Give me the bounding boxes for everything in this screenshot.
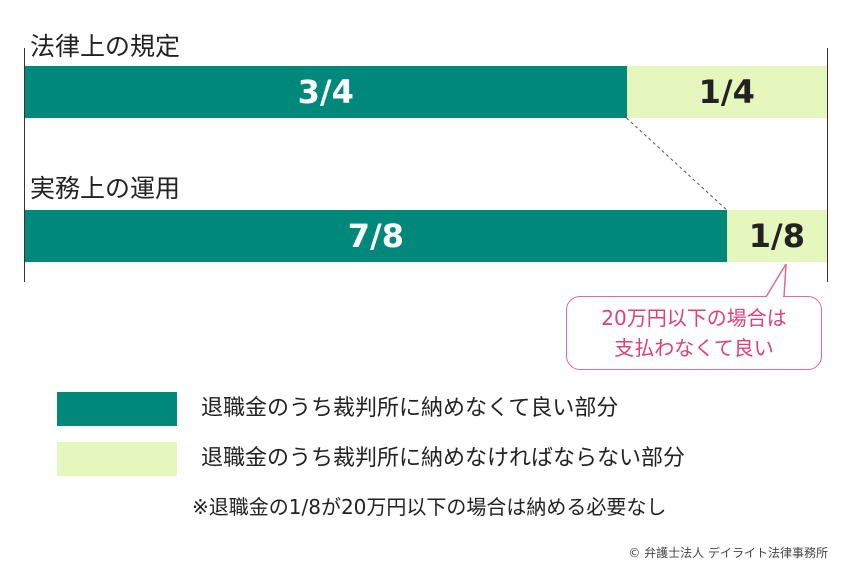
row-label-practice: 実務上の運用 [30, 174, 181, 203]
legend-swatch-light-green [57, 442, 177, 476]
bar-legal-required: 1/4 [626, 66, 827, 118]
bar-practice-required: 1/8 [726, 210, 827, 262]
callout-tail-cover [767, 296, 783, 300]
callout-tail [765, 263, 787, 298]
legend: 退職金のうち裁判所に納めなくて良い部分 退職金のうち裁判所に納めなければならない… [57, 392, 685, 476]
bar-label: 3/4 [297, 73, 354, 111]
bar-label: 1/4 [698, 73, 755, 111]
bar-label: 1/8 [748, 217, 805, 255]
bar-legal-not-required: 3/4 [25, 66, 627, 118]
axis-left-line [24, 48, 25, 282]
dashed-connector-line [626, 117, 728, 211]
footnote: ※退職金の1/8が20万円以下の場合は納める必要なし [192, 495, 667, 519]
callout-line-1: 20万円以下の場合は [601, 306, 787, 330]
copyright-credit: © 弁護士法人 デイライト法律事務所 [628, 546, 828, 560]
bar-label: 7/8 [347, 217, 404, 255]
axis-right-line [827, 48, 828, 282]
legend-item-not-required: 退職金のうち裁判所に納めなくて良い部分 [57, 392, 685, 426]
bar-practice-not-required: 7/8 [25, 210, 727, 262]
legend-label: 退職金のうち裁判所に納めなければならない部分 [201, 446, 686, 471]
legend-label: 退職金のうち裁判所に納めなくて良い部分 [201, 396, 619, 421]
row-label-legal: 法律上の規定 [30, 32, 181, 61]
legend-swatch-green [57, 392, 177, 426]
legend-item-required: 退職金のうち裁判所に納めなければならない部分 [57, 442, 685, 476]
callout-bubble: 20万円以下の場合は 支払わなくて良い [566, 296, 822, 370]
callout-line-2: 支払わなくて良い [614, 336, 774, 360]
